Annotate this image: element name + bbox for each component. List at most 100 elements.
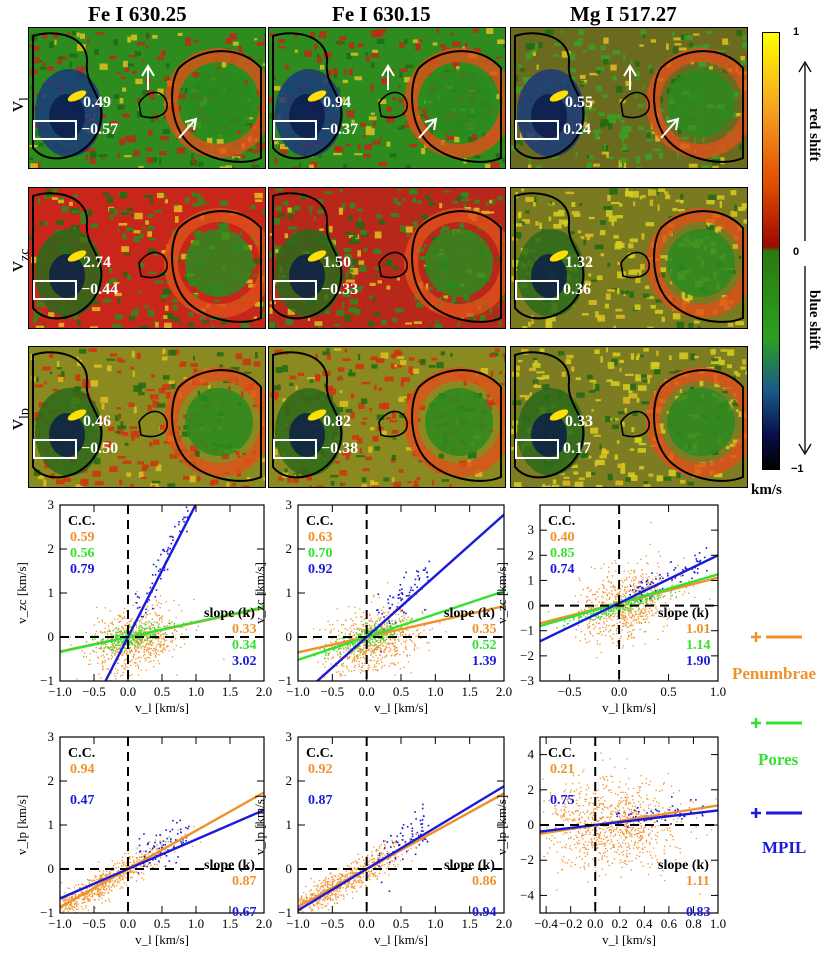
point-penumbrae — [636, 590, 638, 592]
point-penumbrae — [622, 850, 625, 853]
point-penumbrae — [635, 606, 638, 608]
point-penumbrae — [336, 654, 339, 656]
point-penumbrae — [658, 579, 660, 581]
point-mpil — [705, 547, 708, 549]
point-penumbrae — [367, 876, 370, 878]
x-tick-label: 2.0 — [496, 916, 512, 931]
point-mpil — [649, 597, 651, 600]
point-penumbrae — [600, 631, 602, 633]
point-penumbrae — [384, 633, 386, 636]
point-penumbrae — [388, 858, 390, 860]
point-penumbrae — [100, 891, 102, 893]
point-penumbrae — [323, 879, 326, 881]
point-penumbrae — [409, 838, 411, 840]
point-penumbrae — [620, 635, 622, 638]
point-pores — [122, 633, 125, 635]
point-penumbrae — [98, 894, 101, 896]
point-penumbrae — [614, 586, 616, 588]
point-penumbrae — [516, 834, 517, 835]
point-mpil — [410, 823, 412, 825]
point-penumbrae — [609, 616, 611, 618]
point-penumbrae — [100, 893, 102, 895]
point-penumbrae — [658, 574, 660, 577]
point-penumbrae — [82, 908, 84, 910]
point-penumbrae — [637, 617, 640, 620]
point-penumbrae — [401, 853, 403, 856]
point-penumbrae — [680, 575, 682, 577]
point-penumbrae — [351, 637, 354, 640]
point-mpil — [408, 591, 411, 594]
point-penumbrae — [654, 601, 656, 604]
point-penumbrae — [603, 630, 605, 633]
point-penumbrae — [586, 624, 589, 626]
point-mpil — [684, 566, 687, 569]
point-pores — [391, 626, 393, 628]
point-penumbrae — [399, 668, 401, 670]
point-penumbrae — [622, 609, 624, 611]
point-penumbrae — [111, 638, 113, 640]
point-penumbrae — [145, 616, 147, 618]
point-pores — [589, 614, 592, 616]
point-penumbrae — [160, 635, 162, 637]
point-pores — [136, 644, 139, 646]
point-penumbrae — [615, 630, 618, 632]
point-penumbrae — [587, 848, 589, 851]
cc-value-pores: 0.56 — [70, 546, 95, 561]
point-penumbrae — [662, 595, 664, 597]
point-penumbrae — [619, 610, 621, 612]
point-penumbrae — [636, 618, 638, 621]
point-penumbrae — [101, 894, 103, 896]
slope-value-penumbrae: 1.01 — [686, 622, 711, 637]
point-penumbrae — [628, 614, 630, 616]
point-penumbrae — [569, 847, 571, 849]
map-panel: 0.46 −0.50 — [28, 346, 266, 488]
point-penumbrae — [338, 671, 340, 673]
point-mpil — [404, 841, 407, 843]
point-penumbrae — [86, 893, 88, 895]
x-tick-label: 0.0 — [120, 684, 136, 699]
point-penumbrae — [402, 610, 404, 613]
point-pores — [369, 631, 371, 633]
point-pores — [589, 618, 592, 621]
point-penumbrae — [181, 610, 183, 612]
point-penumbrae — [391, 620, 393, 622]
point-penumbrae — [292, 912, 293, 913]
point-penumbrae — [592, 623, 594, 626]
point-penumbrae — [351, 886, 353, 888]
point-penumbrae — [139, 856, 141, 858]
point-penumbrae — [161, 621, 163, 623]
point-penumbrae — [372, 645, 374, 647]
point-penumbrae — [342, 894, 344, 896]
point-penumbrae — [65, 898, 67, 900]
point-penumbrae — [646, 586, 648, 588]
point-penumbrae — [369, 643, 372, 645]
point-penumbrae — [387, 582, 389, 584]
point-pores — [642, 602, 645, 605]
point-penumbrae — [155, 649, 158, 651]
point-penumbrae — [625, 591, 628, 593]
point-penumbrae — [339, 652, 341, 654]
point-pores — [152, 633, 155, 635]
point-pores — [116, 644, 119, 647]
point-penumbrae — [273, 923, 274, 924]
point-mpil — [396, 835, 399, 838]
point-penumbrae — [353, 882, 355, 884]
point-penumbrae — [624, 606, 626, 609]
point-penumbrae — [384, 845, 386, 847]
point-mpil — [154, 841, 156, 844]
point-penumbrae — [601, 595, 603, 597]
point-penumbrae — [140, 641, 142, 643]
point-penumbrae — [388, 612, 390, 615]
point-penumbrae — [161, 638, 163, 640]
point-penumbrae — [151, 866, 154, 869]
point-penumbrae — [374, 647, 377, 649]
point-penumbrae — [595, 621, 597, 624]
point-penumbrae — [614, 589, 617, 591]
point-penumbrae — [180, 836, 183, 838]
point-penumbrae — [97, 656, 99, 658]
point-pores — [129, 640, 131, 643]
point-penumbrae — [364, 884, 367, 886]
point-mpil — [388, 861, 391, 864]
point-penumbrae — [78, 897, 80, 900]
point-mpil — [153, 846, 156, 848]
